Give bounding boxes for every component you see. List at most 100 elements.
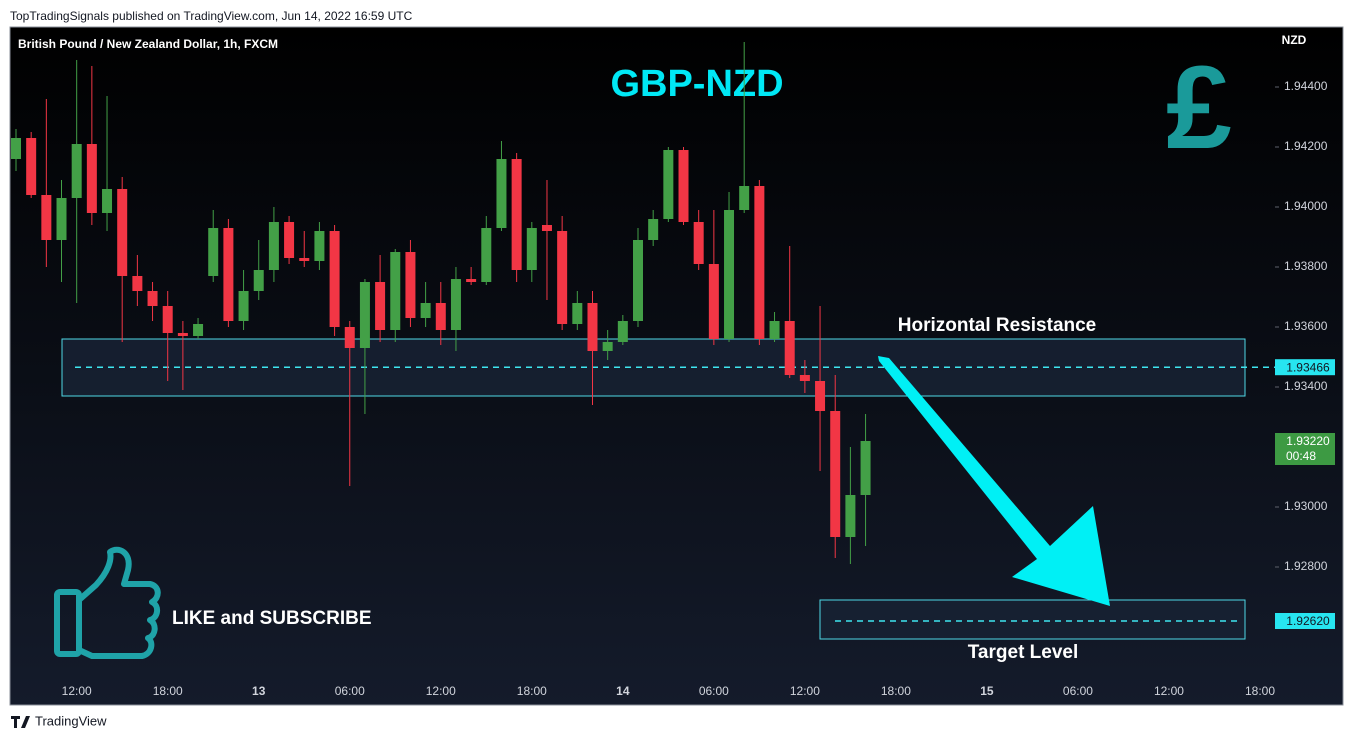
x-tick-label: 06:00 bbox=[699, 684, 729, 698]
candle-body bbox=[284, 222, 295, 258]
y-tick-label: 1.93600 bbox=[1284, 319, 1328, 333]
candle-body bbox=[663, 150, 674, 219]
chart-title: GBP-NZD bbox=[610, 63, 783, 105]
level-badge bbox=[1275, 613, 1335, 629]
y-axis-label: NZD bbox=[1282, 33, 1307, 47]
countdown-label: 00:48 bbox=[1286, 449, 1316, 463]
y-tick-label: 1.94000 bbox=[1284, 199, 1328, 213]
candle-body bbox=[617, 321, 628, 342]
y-tick-label: 1.92800 bbox=[1284, 559, 1328, 573]
candle-body bbox=[56, 198, 67, 240]
candle-body bbox=[754, 186, 765, 339]
candle-body bbox=[572, 303, 583, 324]
level-badge-label: 1.92620 bbox=[1286, 614, 1330, 628]
candle-body bbox=[830, 411, 841, 537]
candle-body bbox=[26, 138, 37, 195]
chart-subtitle: British Pound / New Zealand Dollar, 1h, … bbox=[18, 37, 278, 51]
candle-body bbox=[602, 342, 613, 351]
candle-body bbox=[117, 189, 128, 276]
candle-body bbox=[769, 321, 780, 339]
y-tick-label: 1.93400 bbox=[1284, 379, 1328, 393]
last-price-label: 1.93220 bbox=[1286, 434, 1330, 448]
candle-body bbox=[147, 291, 158, 306]
candle-body bbox=[541, 225, 552, 231]
candle-body bbox=[299, 258, 310, 261]
candle-body bbox=[162, 306, 173, 333]
candle-body bbox=[481, 228, 492, 282]
candle-body bbox=[784, 321, 795, 375]
call-to-action: LIKE and SUBSCRIBE bbox=[172, 608, 372, 629]
candle-body bbox=[177, 333, 188, 336]
candle-body bbox=[359, 282, 370, 348]
arrow bbox=[878, 356, 1110, 606]
candle-body bbox=[693, 222, 704, 264]
thumbs-up-icon bbox=[54, 546, 161, 659]
x-tick-label: 18:00 bbox=[1245, 684, 1275, 698]
x-tick-label: 18:00 bbox=[153, 684, 183, 698]
candle-body bbox=[739, 186, 750, 210]
candle-body bbox=[314, 231, 325, 261]
x-tick-label: 15 bbox=[980, 684, 994, 698]
candle-body bbox=[450, 279, 461, 330]
footer: TradingView bbox=[35, 713, 107, 728]
x-tick-label: 18:00 bbox=[881, 684, 911, 698]
candle-body bbox=[344, 327, 355, 348]
candle-body bbox=[724, 210, 735, 339]
axes: 1.94400 1.94200 1.94000 1.93800 1.93600 1.934… bbox=[62, 79, 1335, 698]
zones: Horizontal Resistance Target Level bbox=[61, 315, 1275, 663]
x-tick-label: 06:00 bbox=[1063, 684, 1093, 698]
candle-body bbox=[41, 195, 52, 240]
x-tick-label: 12:00 bbox=[62, 684, 92, 698]
candle-body bbox=[633, 240, 643, 321]
candle-body bbox=[648, 219, 659, 240]
header: TopTradingSignals published on TradingVi… bbox=[10, 9, 413, 23]
candle-body bbox=[71, 144, 82, 198]
x-tick-label: 13 bbox=[252, 684, 266, 698]
candle-body bbox=[193, 324, 204, 336]
x-tick-label: 14 bbox=[616, 684, 630, 698]
candle-body bbox=[815, 381, 826, 411]
candle-body bbox=[375, 282, 386, 330]
y-tick-label: 1.94400 bbox=[1284, 79, 1328, 93]
x-tick-label: 12:00 bbox=[790, 684, 820, 698]
candle-body bbox=[420, 303, 431, 318]
x-tick-label: 18:00 bbox=[517, 684, 547, 698]
candle-body bbox=[329, 231, 340, 327]
candle-body bbox=[132, 276, 143, 291]
candles bbox=[11, 42, 871, 564]
candle-body bbox=[557, 231, 568, 324]
candle-body bbox=[390, 252, 401, 330]
last-price-badge bbox=[1275, 433, 1335, 465]
candle-body bbox=[496, 159, 507, 228]
candle-body bbox=[526, 228, 537, 270]
y-tick-label: 1.93800 bbox=[1284, 259, 1328, 273]
candle-body bbox=[102, 189, 113, 213]
y-tick-label: 1.93000 bbox=[1284, 499, 1328, 513]
candle-body bbox=[238, 291, 249, 321]
candle-body bbox=[268, 222, 279, 270]
candle-body bbox=[253, 270, 264, 291]
candle-body bbox=[708, 264, 719, 339]
zone-box bbox=[819, 599, 1246, 640]
pound-symbol: £ bbox=[1166, 42, 1232, 174]
zone-label: Target Level bbox=[968, 642, 1079, 663]
level-badge bbox=[1275, 359, 1335, 376]
candle-body bbox=[223, 228, 234, 321]
x-tick-label: 12:00 bbox=[1154, 684, 1184, 698]
candle-body bbox=[435, 303, 446, 330]
candle-body bbox=[86, 144, 97, 213]
candle-body bbox=[511, 159, 522, 270]
level-badge-label: 1.93466 bbox=[1286, 360, 1330, 374]
zone-label: Horizontal Resistance bbox=[898, 315, 1097, 336]
x-tick-label: 06:00 bbox=[335, 684, 365, 698]
candle-body bbox=[208, 228, 219, 276]
x-tick-label: 12:00 bbox=[426, 684, 456, 698]
candle-body bbox=[860, 441, 871, 495]
candle-body bbox=[405, 252, 416, 318]
y-tick-label: 1.94200 bbox=[1284, 139, 1328, 153]
footer-logo bbox=[11, 716, 30, 728]
candle-body bbox=[587, 303, 598, 351]
candle-body bbox=[799, 375, 810, 381]
candle-body bbox=[11, 138, 21, 159]
